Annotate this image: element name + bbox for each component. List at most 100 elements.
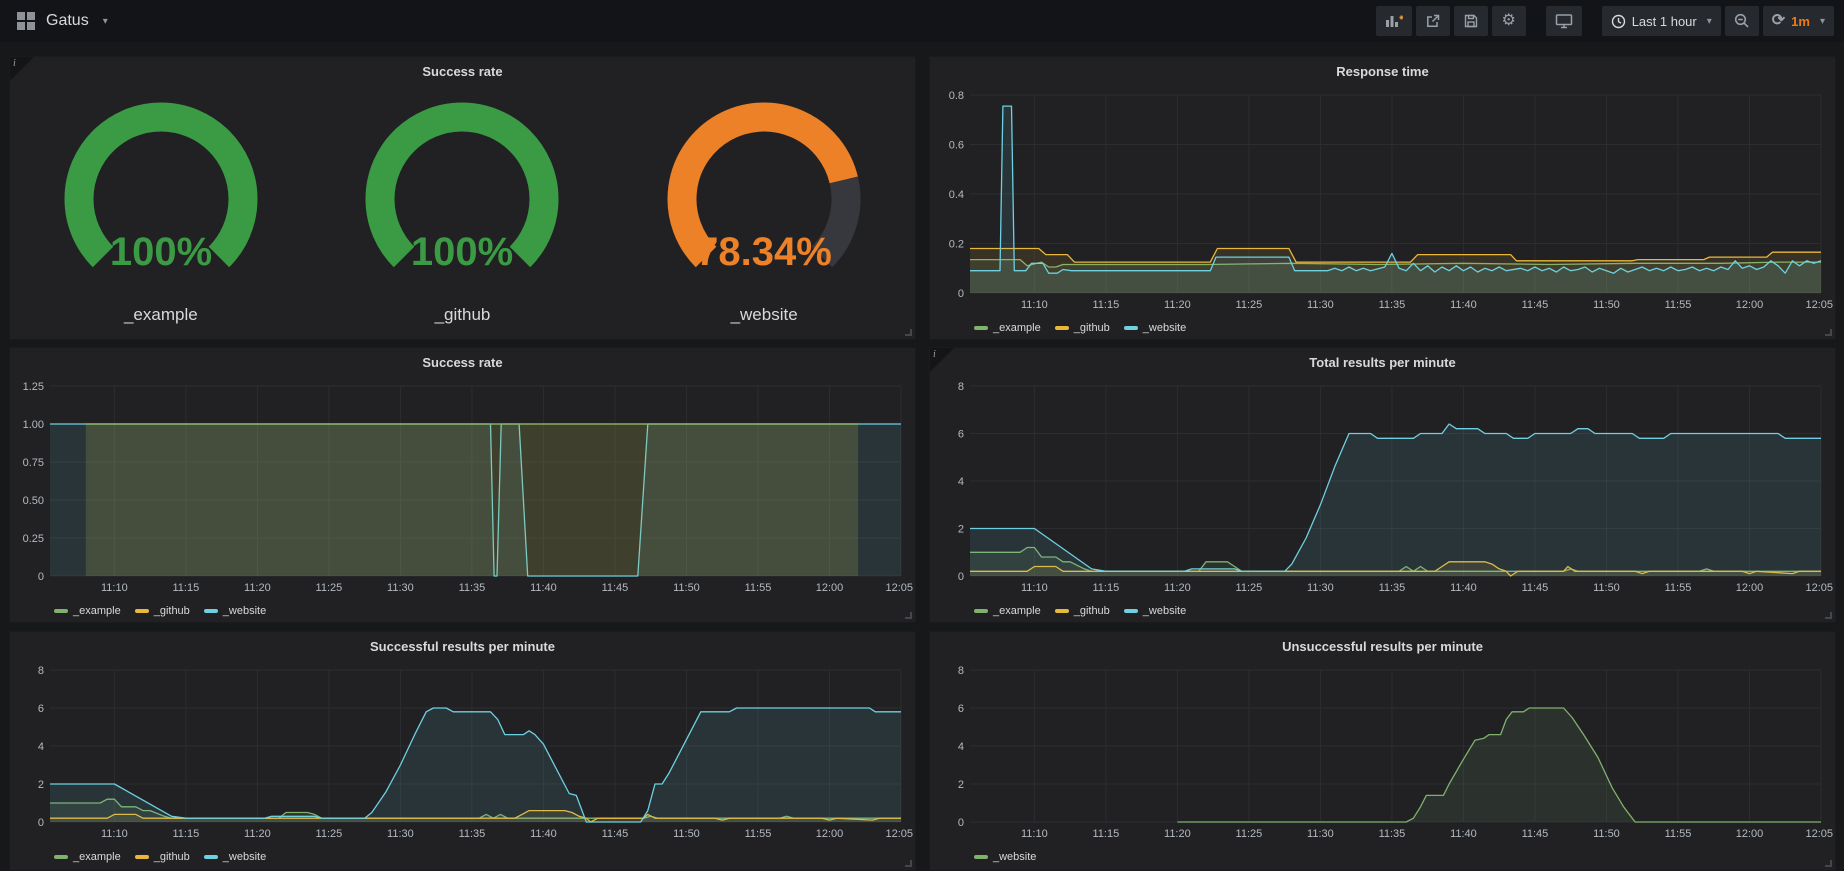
- panel-title[interactable]: Success rate: [422, 354, 503, 370]
- grafana-apps-icon: [17, 12, 35, 30]
- legend-swatch: [134, 854, 149, 859]
- gauge-arc: 78.34%: [667, 102, 861, 274]
- series-area-_github: [970, 248, 1821, 293]
- y-tick-label: 2: [38, 779, 44, 791]
- chart-legend: _example _github _website: [10, 598, 915, 620]
- legend-swatch: [1123, 325, 1138, 330]
- panel-title[interactable]: Successful results per minute: [370, 638, 555, 654]
- y-tick-label: 6: [958, 429, 964, 441]
- x-tick-label: 11:35: [1379, 299, 1406, 311]
- legend-series-name: _website: [222, 850, 267, 863]
- add-panel-button[interactable]: [1375, 6, 1412, 36]
- x-tick-label: 11:55: [1665, 828, 1692, 840]
- panel-title[interactable]: Response time: [1336, 63, 1429, 79]
- monitor-icon: [1555, 14, 1572, 29]
- x-tick-label: 11:30: [387, 582, 414, 594]
- y-tick-label: 6: [38, 703, 44, 715]
- chart-canvas[interactable]: 11:10 11:15 11:20 11:25 11:30 11:35 11:40 11:45…: [930, 85, 1835, 315]
- panel-success-rate-graph: Success rate 11:10 11:15 11:20 11:25 11:30 11…: [9, 347, 916, 623]
- panel-resize-handle[interactable]: [905, 860, 912, 867]
- legend-swatch: [203, 608, 218, 613]
- legend-item-_example[interactable]: _example: [54, 605, 121, 617]
- x-tick-label: 11:50: [673, 828, 700, 840]
- legend-series-name: _github: [153, 850, 190, 863]
- chart-total-results[interactable]: 11:10 11:15 11:20 11:25 11:30 11:35 11:40 11:45…: [930, 376, 1835, 598]
- x-tick-label: 11:25: [316, 582, 343, 594]
- legend-item-_github[interactable]: _github: [1054, 605, 1110, 617]
- x-tick-label: 11:15: [1093, 299, 1120, 311]
- x-tick-label: 11:25: [316, 828, 343, 840]
- panel-resize-handle[interactable]: [1825, 329, 1832, 336]
- panel-resize-handle[interactable]: [1825, 612, 1832, 619]
- x-tick-label: 12:00: [1736, 828, 1764, 840]
- cycle-view-mode-button[interactable]: [1545, 6, 1582, 36]
- x-tick-label: 12:00: [816, 828, 844, 840]
- legend-swatch: [54, 854, 68, 859]
- panel-total-results: i Total results per minute 11:10 11:15 11:…: [929, 347, 1836, 623]
- x-tick-label: 11:45: [602, 828, 629, 840]
- x-tick-label: 11:30: [387, 828, 414, 840]
- series-area-_example: [970, 547, 1821, 576]
- x-tick-label: 11:20: [1164, 582, 1191, 594]
- time-range-picker[interactable]: Last 1 hour ▾: [1601, 6, 1721, 36]
- panel-title[interactable]: Unsuccessful results per minute: [1282, 638, 1483, 654]
- chart-canvas[interactable]: 11:10 11:15 11:20 11:25 11:30 11:35 11:40 11:45…: [930, 660, 1835, 844]
- settings-button[interactable]: ⚙: [1491, 6, 1526, 36]
- x-tick-label: 11:40: [1450, 582, 1477, 594]
- dashboard-picker[interactable]: Gatus ▾: [16, 11, 108, 31]
- chart-response-time[interactable]: 11:10 11:15 11:20 11:25 11:30 11:35 11:40 11:45…: [930, 85, 1835, 315]
- series-area-_github: [50, 810, 901, 822]
- panel-title[interactable]: Total results per minute: [1309, 354, 1456, 370]
- legend-item-_github[interactable]: _github: [1054, 322, 1110, 334]
- legend-item-_example[interactable]: _example: [974, 322, 1041, 334]
- legend-item-_website[interactable]: _website: [1123, 605, 1186, 617]
- panel-resize-handle[interactable]: [905, 612, 912, 619]
- x-tick-label: 11:50: [1593, 582, 1620, 594]
- save-button[interactable]: [1453, 6, 1488, 36]
- legend-item-_website[interactable]: _website: [1123, 322, 1186, 334]
- zoom-out-button[interactable]: [1724, 6, 1759, 36]
- x-tick-label: 11:45: [1522, 582, 1549, 594]
- y-tick-label: 0.25: [23, 533, 44, 545]
- series-area-_website: [1177, 708, 1821, 822]
- chart-canvas[interactable]: 11:10 11:15 11:20 11:25 11:30 11:35 11:40 11:45…: [10, 376, 915, 598]
- x-tick-label: 12:00: [1736, 582, 1764, 594]
- panel-response-time: Response time 11:10 11:15 11:20 11:25 11:30 1…: [929, 56, 1836, 340]
- zoom-out-icon: [1734, 13, 1749, 28]
- share-button[interactable]: [1415, 6, 1450, 36]
- y-tick-label: 0.50: [23, 495, 44, 507]
- panel-title[interactable]: Success rate: [422, 63, 503, 79]
- chart-unsuccessful-results[interactable]: 11:10 11:15 11:20 11:25 11:30 11:35 11:40 11:45…: [930, 660, 1835, 844]
- legend-item-_website[interactable]: _website: [203, 850, 267, 863]
- legend-item-_website[interactable]: _website: [203, 605, 266, 617]
- legend-item-_github[interactable]: _github: [134, 605, 190, 617]
- panel-resize-handle[interactable]: [1825, 860, 1832, 867]
- panel-resize-handle[interactable]: [905, 329, 912, 336]
- x-tick-label: 11:20: [244, 582, 271, 594]
- chart-successful-results[interactable]: 11:10 11:15 11:20 11:25 11:30 11:35 11:40 11:45…: [10, 660, 915, 844]
- refresh-button[interactable]: ⟳ 1m ▾: [1762, 6, 1834, 36]
- x-tick-label: 11:40: [1450, 828, 1477, 840]
- clock-icon: [1611, 14, 1625, 28]
- legend-item-_example[interactable]: _example: [974, 605, 1041, 617]
- x-tick-label: 11:50: [1593, 299, 1620, 311]
- chart-canvas[interactable]: 11:10 11:15 11:20 11:25 11:30 11:35 11:40 11:45…: [10, 660, 915, 844]
- legend-item-_example[interactable]: _example: [54, 851, 121, 863]
- panel-info-icon[interactable]: i: [930, 348, 954, 372]
- series-area-_website: [970, 424, 1821, 576]
- legend-swatch: [1054, 325, 1069, 330]
- chart-success-rate[interactable]: 11:10 11:15 11:20 11:25 11:30 11:35 11:40 11:45…: [10, 376, 915, 598]
- chart-canvas[interactable]: 11:10 11:15 11:20 11:25 11:30 11:35 11:40 11:45…: [930, 376, 1835, 598]
- legend-series-name: _example: [993, 604, 1041, 617]
- gauge-_website: 78.34% _website: [614, 93, 914, 325]
- x-tick-label: 12:05: [885, 828, 913, 840]
- y-tick-label: 0: [958, 571, 964, 583]
- panel-info-icon[interactable]: i: [10, 57, 34, 81]
- x-tick-label: 11:25: [1236, 582, 1263, 594]
- legend-item-_website[interactable]: _website: [974, 851, 1036, 863]
- time-range-label: Last 1 hour: [1631, 13, 1697, 29]
- x-tick-label: 11:45: [1522, 828, 1549, 840]
- series-line-_website: [50, 707, 901, 823]
- legend-item-_github[interactable]: _github: [134, 850, 190, 863]
- y-tick-label: 1.25: [23, 381, 44, 393]
